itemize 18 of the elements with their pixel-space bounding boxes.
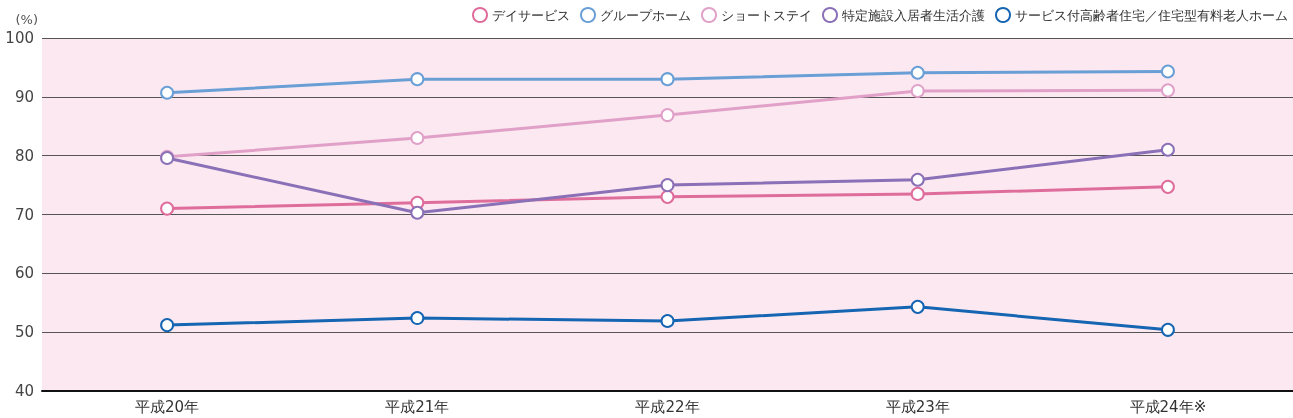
legend-label: サービス付高齢者住宅／住宅型有料老人ホーム	[1015, 7, 1288, 23]
y-tick-label: 70	[14, 205, 34, 224]
x-tick-label: 平成22年	[635, 397, 700, 416]
x-tick-label: 平成20年	[135, 397, 200, 416]
x-tick-label: 平成24年※	[1129, 397, 1207, 416]
x-tick-label: 平成21年	[385, 397, 450, 416]
y-tick-label: 40	[14, 382, 34, 400]
y-tick-label: 50	[14, 323, 34, 342]
legend-label: 特定施設入居者生活介護	[842, 7, 985, 23]
legend-label: ショートステイ	[721, 7, 812, 23]
legend-label: グループホーム	[600, 7, 691, 23]
y-tick-label: 90	[14, 87, 34, 106]
y-axis-title: (%)	[15, 12, 38, 27]
y-tick-label: 80	[14, 146, 34, 165]
legend-label: デイサービス	[492, 7, 570, 23]
y-tick-label: 60	[14, 264, 34, 283]
y-tick-label: 100	[5, 29, 34, 47]
x-tick-label: 平成23年	[885, 397, 950, 416]
